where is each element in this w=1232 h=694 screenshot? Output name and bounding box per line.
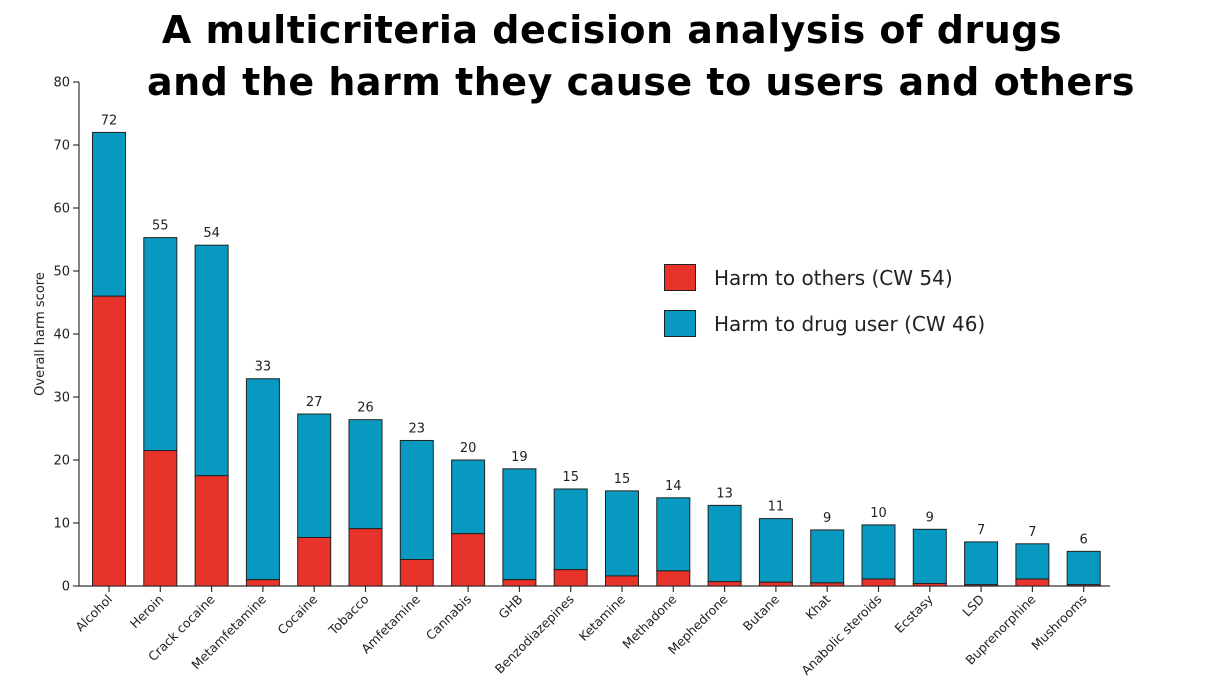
total-label-7: 20 <box>460 441 477 456</box>
bar-user-3 <box>245 378 280 581</box>
bar-user-0 <box>92 131 126 297</box>
category-label-17: LSD <box>959 592 987 620</box>
bar-user-14 <box>810 529 845 584</box>
bar-others-10 <box>605 575 639 587</box>
legend-swatch-others <box>664 264 696 291</box>
category-label-10: Ketamine <box>576 591 629 644</box>
chart-title-line1: A multicriteria decision analysis of dru… <box>161 8 1063 52</box>
y-axis-label: Overall harm score <box>33 272 48 396</box>
total-label-8: 19 <box>511 450 528 465</box>
bar-others-9 <box>553 569 588 587</box>
total-label-3: 33 <box>255 360 272 375</box>
total-label-9: 15 <box>562 470 579 485</box>
bar-user-12 <box>707 504 742 583</box>
y-tick-label: 40 <box>53 328 70 343</box>
category-label-1: Heroin <box>127 592 167 632</box>
bar-user-13 <box>758 518 793 583</box>
y-tick-label: 70 <box>53 139 70 154</box>
chart-title-line2: and the harm they cause to users and oth… <box>146 60 1136 104</box>
total-label-19: 6 <box>1080 532 1088 547</box>
bar-others-1 <box>143 450 178 587</box>
bar-user-9 <box>553 488 588 571</box>
total-label-2: 54 <box>203 226 220 241</box>
legend-label-user: Harm to drug user (CW 46) <box>714 312 986 336</box>
category-label-5: Tobacco <box>325 592 372 639</box>
total-label-17: 7 <box>977 523 985 538</box>
bar-user-2 <box>194 244 229 477</box>
bar-user-7 <box>451 459 486 535</box>
y-tick-label: 50 <box>53 265 70 280</box>
y-tick-label: 10 <box>53 517 70 532</box>
bar-others-17 <box>964 584 999 587</box>
bar-others-7 <box>451 533 486 587</box>
bar-user-17 <box>964 541 999 586</box>
bar-user-1 <box>143 237 178 452</box>
total-label-1: 55 <box>152 219 169 234</box>
category-label-13: Butane <box>740 591 782 633</box>
bar-others-0 <box>92 295 126 587</box>
total-label-15: 10 <box>870 506 887 521</box>
total-label-12: 13 <box>716 486 733 501</box>
total-label-11: 14 <box>665 479 682 494</box>
bar-others-11 <box>656 570 691 587</box>
bar-user-19 <box>1066 550 1101 586</box>
category-label-8: GHB <box>495 592 525 622</box>
bar-others-3 <box>245 579 280 587</box>
y-tick-label: 0 <box>62 580 70 595</box>
bar-user-6 <box>399 439 434 561</box>
category-label-19: Mushrooms <box>1028 592 1090 654</box>
legend-label-others: Harm to others (CW 54) <box>714 266 953 290</box>
bar-others-15 <box>861 578 896 587</box>
total-label-5: 26 <box>357 401 374 416</box>
category-label-0: Alcohol <box>72 592 115 635</box>
total-label-14: 9 <box>823 511 831 526</box>
bar-user-4 <box>297 413 332 538</box>
bar-user-18 <box>1015 543 1050 580</box>
total-label-13: 11 <box>768 500 785 515</box>
category-label-7: Cannabis <box>423 592 474 643</box>
total-label-0: 72 <box>101 113 118 128</box>
y-tick-label: 80 <box>53 76 70 91</box>
total-label-18: 7 <box>1028 525 1036 540</box>
y-tick-label: 20 <box>53 454 70 469</box>
total-label-16: 9 <box>926 510 934 525</box>
bar-others-19 <box>1066 584 1101 587</box>
y-tick-label: 30 <box>53 391 70 406</box>
bar-others-18 <box>1015 578 1050 587</box>
bar-others-16 <box>912 582 947 587</box>
category-label-14: Khat <box>802 591 833 622</box>
bar-others-13 <box>758 581 793 587</box>
bar-user-15 <box>861 524 896 580</box>
bar-user-5 <box>348 419 383 530</box>
total-label-10: 15 <box>614 472 631 487</box>
bar-others-4 <box>297 536 332 587</box>
category-label-16: Ecstasy <box>892 591 937 636</box>
bar-others-5 <box>348 528 383 587</box>
category-label-4: Cocaine <box>274 591 320 637</box>
total-label-6: 23 <box>409 421 426 436</box>
total-label-4: 27 <box>306 395 323 410</box>
bar-user-16 <box>912 528 947 584</box>
bar-user-11 <box>656 497 691 572</box>
y-tick-label: 60 <box>53 202 70 217</box>
bar-user-8 <box>502 468 537 581</box>
bar-others-8 <box>502 579 537 587</box>
bar-others-14 <box>810 582 845 587</box>
legend-swatch-user <box>664 310 696 337</box>
bar-others-2 <box>194 475 229 587</box>
bar-others-6 <box>399 559 434 587</box>
bar-others-12 <box>707 581 742 587</box>
bar-user-10 <box>605 490 639 577</box>
